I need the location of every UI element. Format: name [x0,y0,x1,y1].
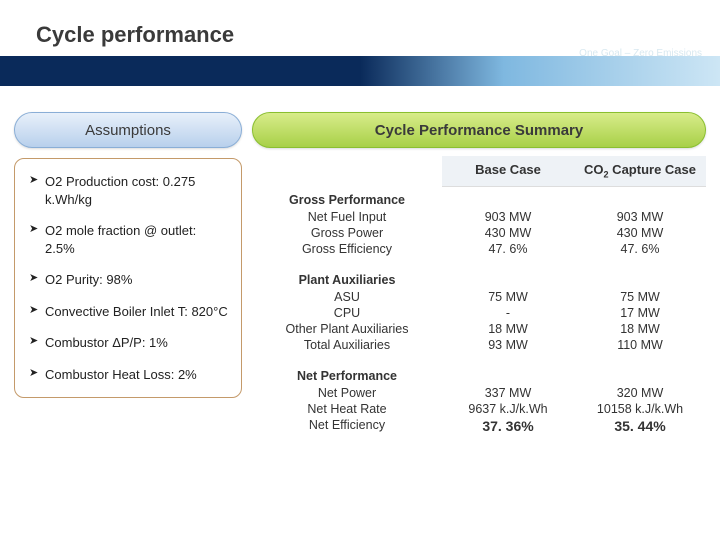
cell-capture: 75 MW [574,289,706,305]
cell-base: 337 MW [442,385,574,401]
header-bar [0,56,720,86]
cell-empty [574,363,706,385]
brand-name: Unity Power Alliance [524,26,702,46]
assumption-item: Combustor Heat Loss: 2% [29,366,229,384]
assumption-item: O2 Purity: 98% [29,271,229,289]
assumption-item: Convective Boiler Inlet T: 820°C [29,303,229,321]
content: Assumptions O2 Production cost: 0.275 k.… [14,112,706,435]
summary-table: Base CaseCO2 Capture Case Gross Performan… [252,156,706,435]
cell-empty [574,187,706,209]
cell-base: 18 MW [442,321,574,337]
cell-empty [574,267,706,289]
cell-empty [442,267,574,289]
section-heading: Plant Auxiliaries [252,267,442,289]
cell-capture: 35. 44% [574,417,706,435]
assumption-item: O2 Production cost: 0.275 k.Wh/kg [29,173,229,208]
section-spacer [252,257,706,267]
cell-base: 903 MW [442,209,574,225]
cell-capture: 17 MW [574,305,706,321]
cell-capture: 110 MW [574,337,706,353]
cell-capture: 18 MW [574,321,706,337]
row-label: Net Fuel Input [252,209,442,225]
cell-base: 430 MW [442,225,574,241]
cell-capture: 903 MW [574,209,706,225]
row-label: Other Plant Auxiliaries [252,321,442,337]
cell-base: 93 MW [442,337,574,353]
slide-title: Cycle performance [36,22,234,48]
row-label: Net Heat Rate [252,401,442,417]
left-column: Assumptions O2 Production cost: 0.275 k.… [14,112,242,435]
section-heading: Net Performance [252,363,442,385]
cell-empty [442,363,574,385]
right-column: Cycle Performance Summary Base CaseCO2 C… [252,112,706,435]
row-label: Net Power [252,385,442,401]
table-header-base: Base Case [442,156,574,187]
cell-base: 75 MW [442,289,574,305]
section-heading: Gross Performance [252,187,442,209]
cell-base: 37. 36% [442,417,574,435]
assumptions-list: O2 Production cost: 0.275 k.Wh/kg O2 mole… [29,173,229,383]
cell-base: 9637 k.J/k.Wh [442,401,574,417]
slide-header: Cycle performance Unity Power Alliance O… [0,0,720,90]
summary-pill: Cycle Performance Summary [252,112,706,148]
assumption-item: O2 mole fraction @ outlet: 2.5% [29,222,229,257]
cell-capture: 47. 6% [574,241,706,257]
assumptions-pill: Assumptions [14,112,242,148]
brand-block: Unity Power Alliance One Goal – Zero Emi… [524,26,702,59]
row-label: Gross Power [252,225,442,241]
table-header-blank [252,156,442,187]
row-label: CPU [252,305,442,321]
section-spacer [252,353,706,363]
table-header-capture: CO2 Capture Case [574,156,706,187]
assumption-item: Combustor ΔP/P: 1% [29,334,229,352]
row-label: Total Auxiliaries [252,337,442,353]
row-label: Gross Efficiency [252,241,442,257]
brand-tagline: One Goal – Zero Emissions [524,48,702,59]
cell-base: 47. 6% [442,241,574,257]
row-label: Net Efficiency [252,417,442,435]
assumptions-box: O2 Production cost: 0.275 k.Wh/kg O2 mole… [14,158,242,398]
cell-capture: 10158 k.J/k.Wh [574,401,706,417]
cell-capture: 320 MW [574,385,706,401]
cell-capture: 430 MW [574,225,706,241]
cell-base: - [442,305,574,321]
cell-empty [442,187,574,209]
row-label: ASU [252,289,442,305]
